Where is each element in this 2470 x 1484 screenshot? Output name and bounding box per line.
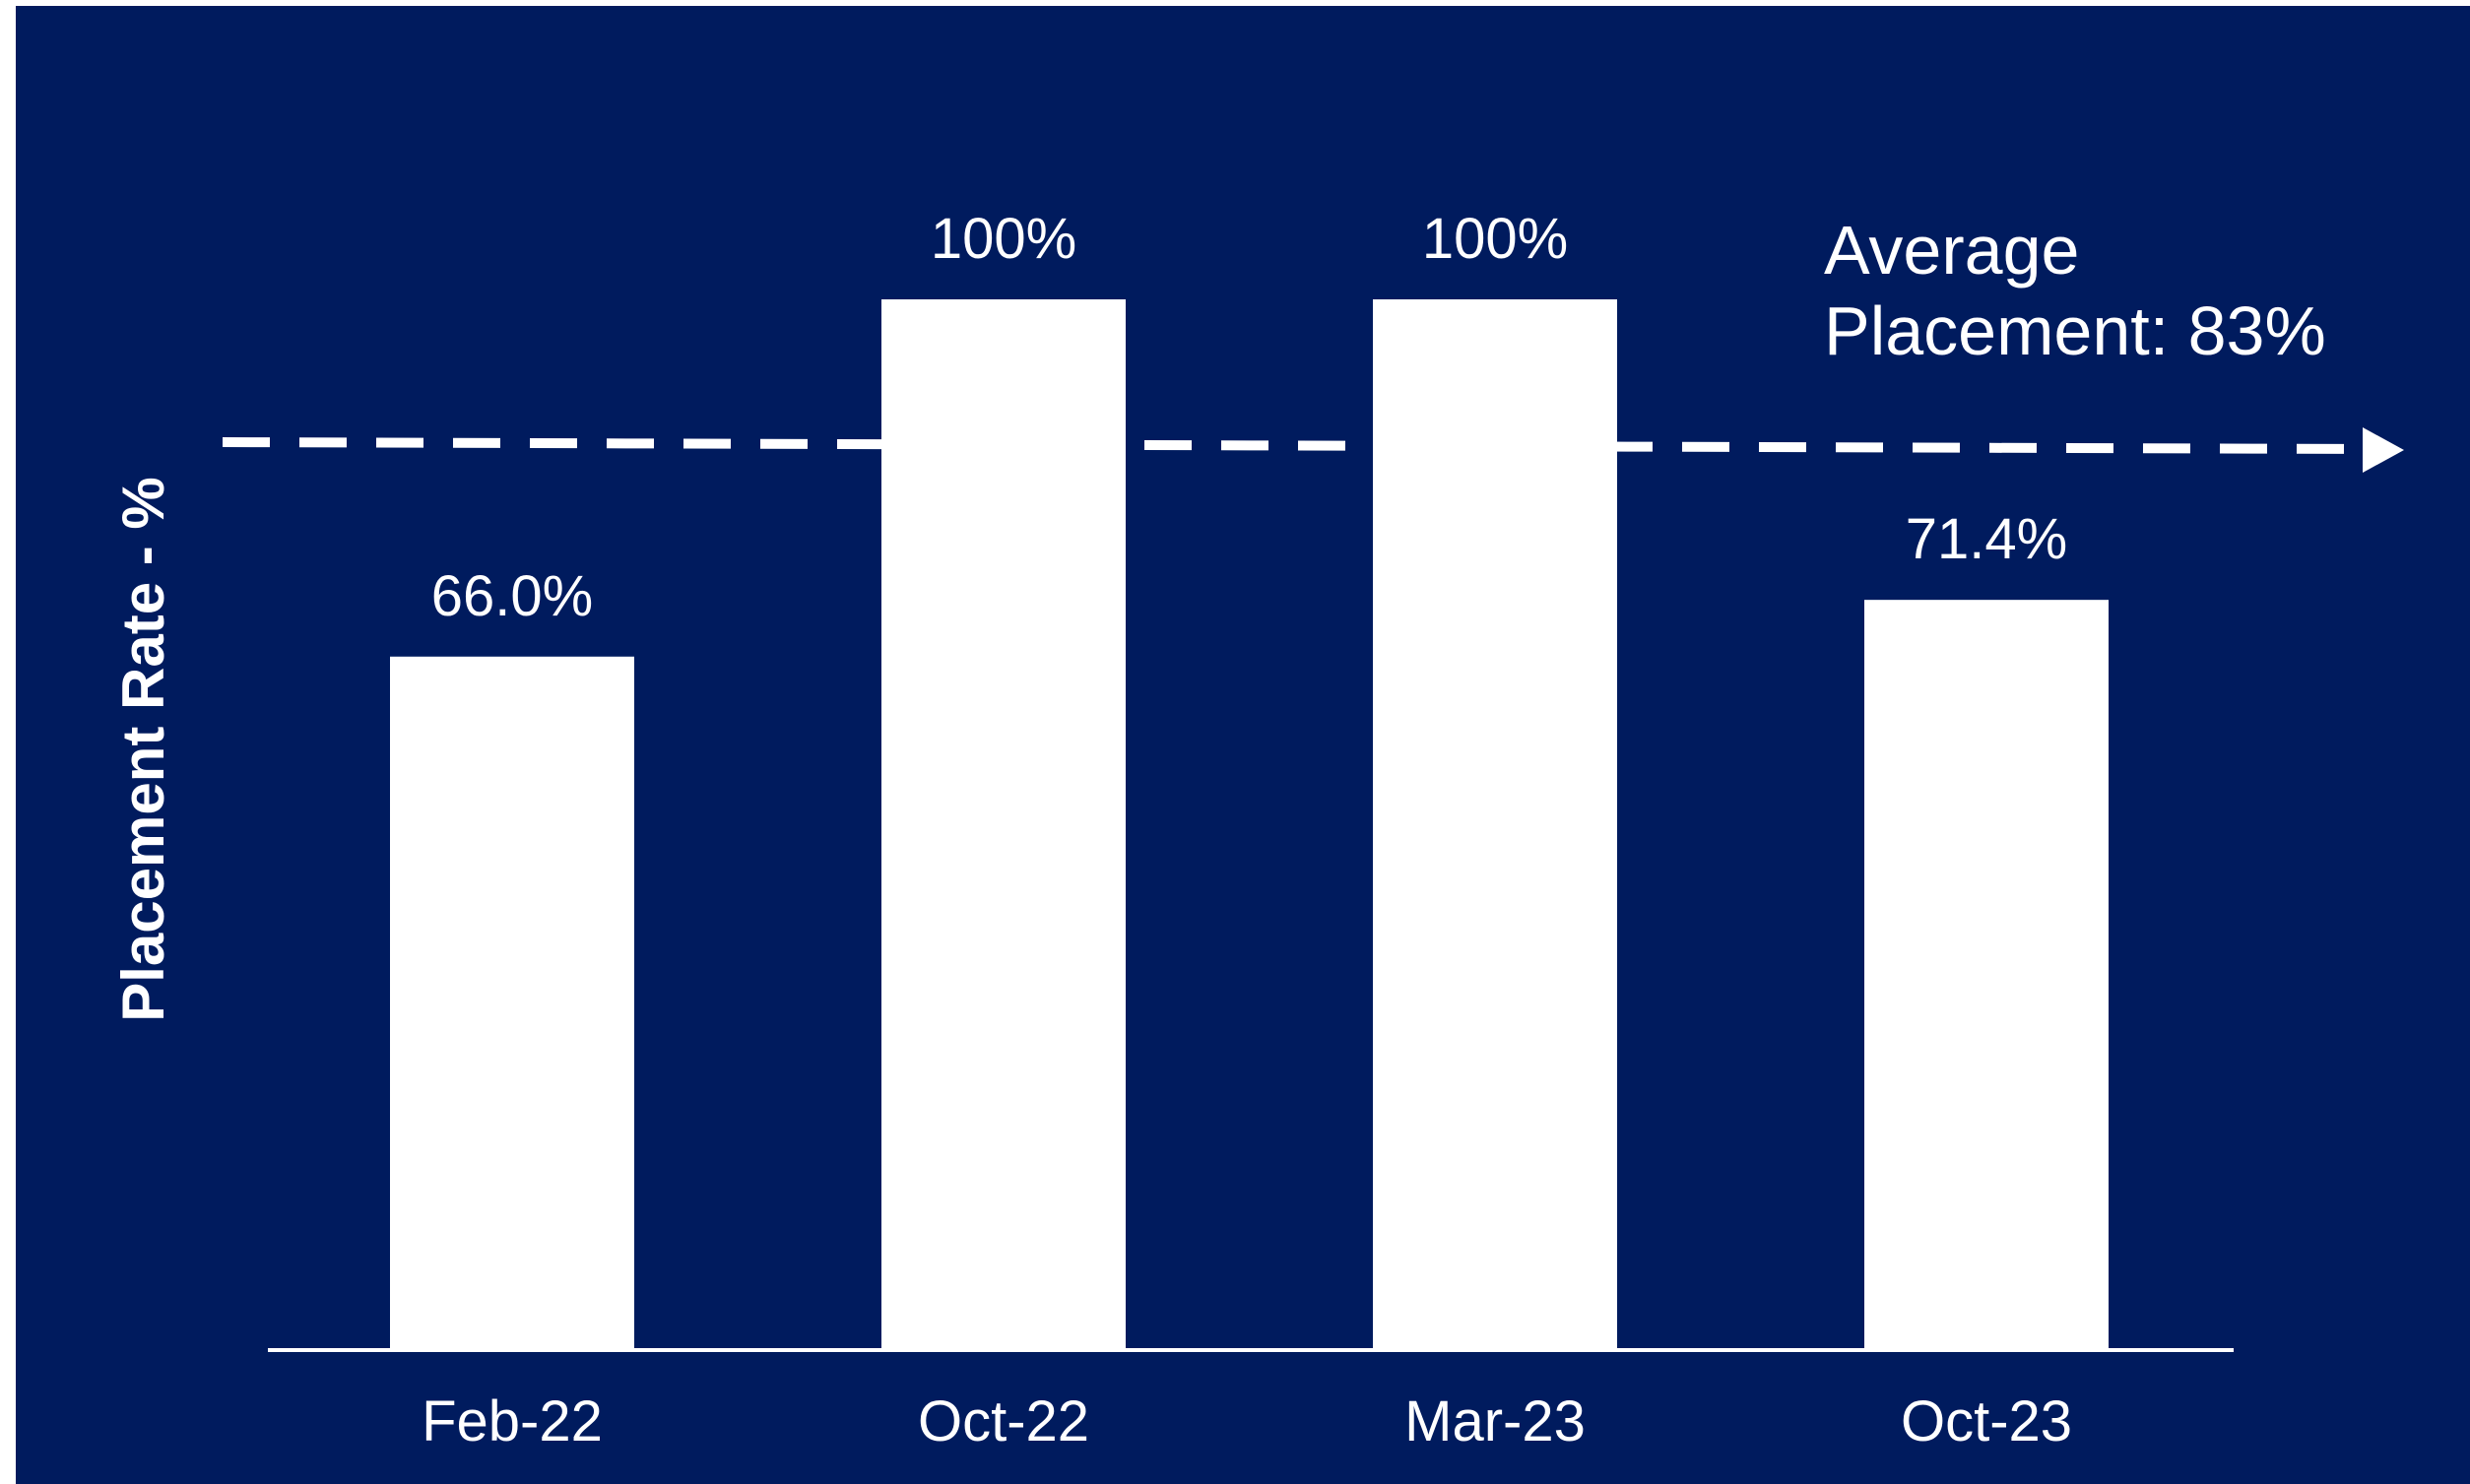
bar-value-label: 100%: [931, 207, 1076, 271]
x-tick-label: Oct-22: [918, 1389, 1089, 1453]
x-tick-label: Mar-23: [1404, 1389, 1586, 1453]
average-label-line: Placement: 83%: [1824, 292, 2326, 369]
bar-feb-22: [390, 656, 634, 1350]
bar-value-label: 71.4%: [1906, 507, 2067, 571]
x-tick-label: Oct-23: [1901, 1389, 2072, 1453]
x-tick-label: Feb-22: [422, 1389, 603, 1453]
average-label-line: Average: [1824, 212, 2079, 289]
bar-value-label: 66.0%: [431, 564, 593, 628]
bar-mar-23: [1373, 299, 1617, 1350]
chart-panel: Placement Rate - % 66.0% Feb-22 100% Oct-22…: [16, 6, 2470, 1484]
bar-chart: Placement Rate - % 66.0% Feb-22 100% Oct-22…: [110, 207, 2404, 1453]
bar-value-label: 100%: [1422, 207, 1568, 271]
bars-layer: 66.0% Feb-22 100% Oct-22 100% Mar-23 71.4% Oct-…: [390, 207, 2109, 1453]
arrow-head-icon: [2363, 427, 2404, 473]
y-axis-title: Placement Rate - %: [110, 477, 176, 1022]
average-dashed-line: [222, 437, 2366, 454]
bar-oct-23: [1864, 600, 2109, 1350]
bar-oct-22: [881, 299, 1126, 1350]
